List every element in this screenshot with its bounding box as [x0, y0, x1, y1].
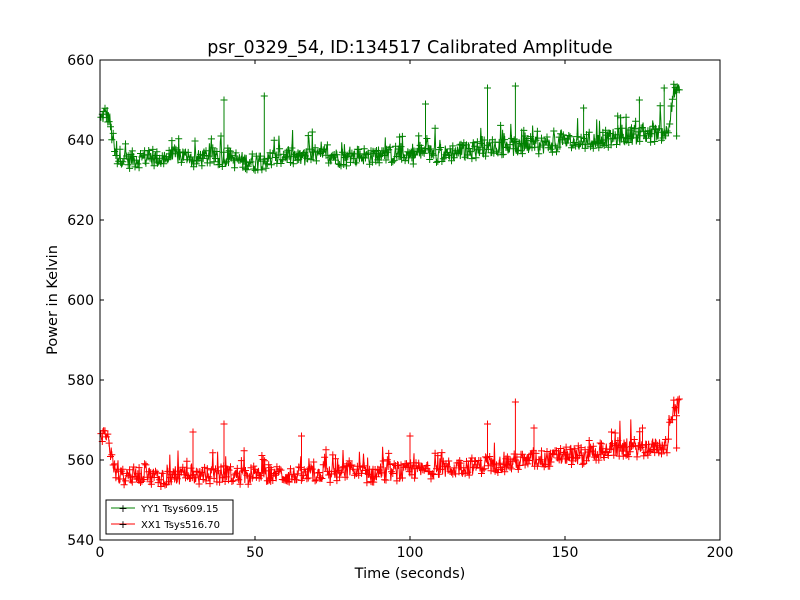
legend-label-yy1: YY1 Tsys609.15 [140, 504, 219, 515]
spike-marker [220, 96, 228, 104]
spike-marker [635, 96, 643, 104]
chart-title: psr_0329_54, ID:134517 Calibrated Amplit… [207, 38, 612, 58]
legend-box [105, 499, 234, 535]
legend-label-xx1: XX1 Tsys516.70 [141, 520, 220, 531]
x-tick-label: 150 [552, 545, 579, 561]
legend-marker-yy1: + [118, 502, 127, 515]
spike-marker [484, 84, 491, 92]
legend: + YY1 Tsys609.15 + XX1 Tsys516.70 [105, 499, 234, 535]
series-xx1 [97, 395, 683, 490]
spike-marker [298, 432, 305, 440]
y-tick-label: 620 [67, 213, 94, 229]
spike-marker [406, 432, 414, 440]
spike-marker [673, 444, 681, 452]
series-layer [97, 80, 683, 490]
spike-marker [639, 424, 646, 432]
spike-marker [673, 132, 681, 140]
series-yy1 [97, 80, 683, 174]
x-axis-label: Time (seconds) [354, 566, 466, 582]
spike-marker [608, 428, 615, 436]
x-tick-label: 0 [96, 545, 105, 561]
x-tick-label: 50 [246, 545, 264, 561]
spike-marker [660, 84, 668, 92]
y-tick-label: 600 [67, 293, 94, 309]
spike-marker [530, 424, 538, 432]
series-markers [97, 80, 683, 174]
y-tick-label: 540 [67, 533, 94, 549]
y-axis-label: Power in Kelvin [45, 245, 61, 355]
spike-marker [260, 92, 268, 100]
series-markers [97, 395, 683, 490]
y-tick-label: 560 [67, 453, 94, 469]
plot-frame [99, 59, 721, 541]
legend-marker-xx1: + [118, 518, 127, 531]
spike-marker [422, 100, 429, 108]
y-tick-label: 660 [67, 53, 94, 69]
spike-marker [511, 82, 519, 90]
spike-marker [614, 112, 622, 120]
y-tick-label: 580 [67, 373, 94, 389]
spike-marker [580, 104, 588, 112]
x-tick-label: 200 [707, 545, 734, 561]
x-tick-label: 100 [397, 545, 424, 561]
spike-marker [511, 398, 519, 406]
axes-layer: 0 50 100 150 200 540 560 580 600 620 640 660 [67, 53, 733, 561]
spike-marker [484, 420, 491, 428]
y-tick-label: 640 [67, 133, 94, 149]
spike-marker [220, 420, 228, 428]
spike-marker [189, 428, 197, 436]
